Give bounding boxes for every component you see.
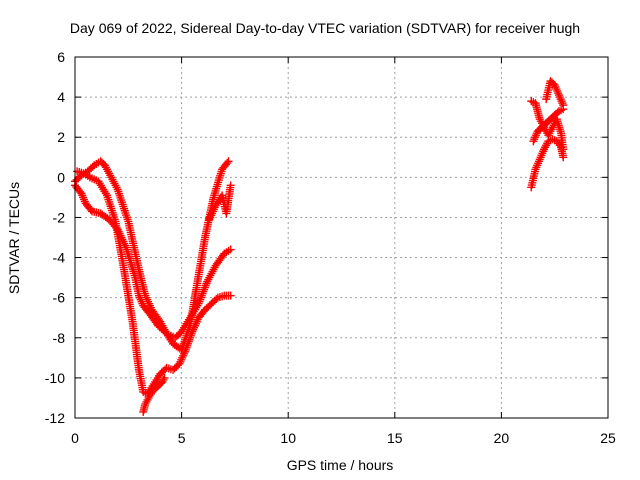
y-tick-label: 0 [57,169,65,185]
data-point [226,291,235,300]
data-point [559,153,568,162]
y-tick-label: 6 [57,49,65,65]
plot-frame [74,56,609,419]
x-tick-label: 25 [600,430,616,446]
x-tick-label: 15 [387,430,403,446]
y-axis-label: SDTVAR / TECUs [6,182,22,294]
data-series-trace [205,181,235,224]
chart-title: Day 069 of 2022, Sidereal Day-to-day VTE… [70,20,580,36]
x-tick-label: 10 [280,430,296,446]
y-tick-label: -10 [45,370,65,386]
data-series-trace [527,97,568,154]
data-point [226,181,235,190]
y-tick-label: -12 [45,410,65,426]
data-point [223,158,232,167]
grid [75,57,608,418]
data-series-trace [527,135,568,192]
data-point [559,145,568,154]
y-tick-label: -4 [53,250,66,266]
data-points [71,77,568,416]
x-tick-label: 0 [71,430,79,446]
x-tick-label: 20 [494,430,510,446]
data-point [224,157,233,166]
y-tick-label: -2 [53,209,66,225]
y-tick-label: -8 [53,330,66,346]
x-axis-label: GPS time / hours [287,457,394,473]
data-series-trace [139,373,169,416]
data-point [559,101,568,110]
data-point [226,245,235,254]
data-series-trace [71,157,233,354]
data-point [160,373,169,382]
x-tick-label: 5 [178,430,186,446]
y-tick-label: -6 [53,290,66,306]
data-series-trace [542,77,568,110]
data-series-trace [71,181,235,342]
y-tick-label: 2 [57,129,65,145]
y-tick-label: 4 [57,89,65,105]
